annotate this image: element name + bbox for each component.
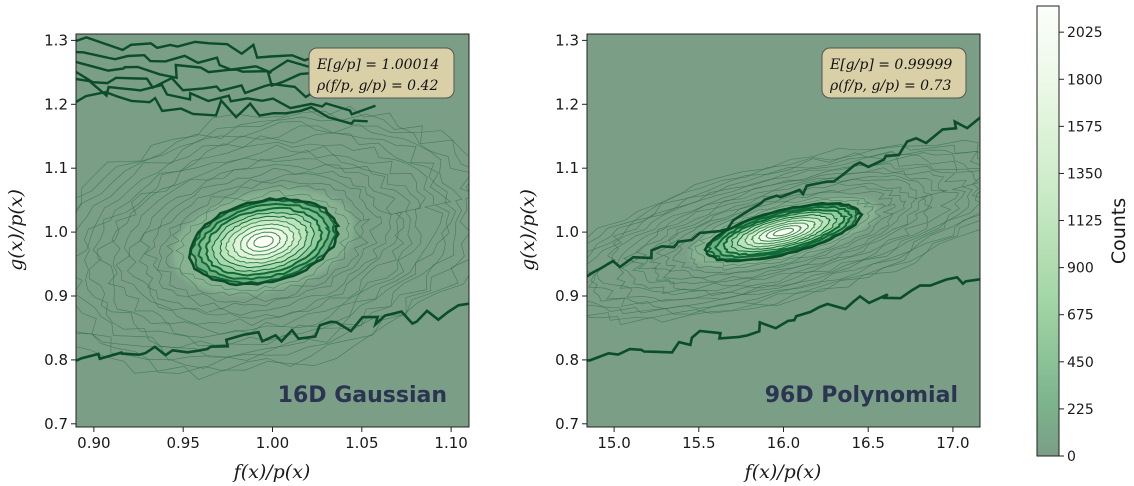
lower-boundary-contour — [587, 275, 980, 362]
colorbar-tick-label: 1575 — [1067, 119, 1103, 135]
colorbar-tick-label: 900 — [1067, 261, 1094, 277]
y-tick-label: 1.1 — [44, 159, 68, 177]
thin-contour — [596, 162, 967, 302]
colorbar-tick-label: 0 — [1067, 449, 1076, 465]
x-tick-label: 1.10 — [434, 434, 467, 452]
density-contours — [76, 36, 469, 380]
x-tick-label: 1.00 — [256, 434, 289, 452]
thin-contour — [663, 185, 907, 279]
thin-contour — [76, 105, 469, 380]
y-tick-label: 0.8 — [44, 351, 68, 369]
thin-contour — [107, 149, 422, 335]
axis-ticks: 0.90 0.95 1.00 1.05 1.10 0.7 0.8 0.9 1.0 1.1 1.2 1.… — [44, 31, 468, 452]
colorbar-tick-label: 675 — [1067, 308, 1094, 324]
colorbar-tick-label: 1125 — [1067, 214, 1103, 230]
stats-box: E[g/p] = 1.00014 ρ(f/p, g/p) = 0.42 — [308, 47, 455, 99]
thin-contour — [165, 184, 363, 299]
x-tick-label: 0.90 — [77, 434, 110, 452]
y-tick-label: 0.9 — [555, 287, 579, 305]
stat-correlation: ρ(f/p, g/p) = 0.42 — [316, 78, 438, 94]
y-axis-label: g(x)/p(x) — [517, 189, 539, 271]
stats-box-frame — [821, 47, 967, 99]
thin-contour — [631, 175, 933, 290]
colorbar-gradient — [1036, 5, 1060, 457]
thin-contour — [96, 144, 427, 338]
thin-contour — [587, 149, 980, 315]
colorbar-tick-label: 450 — [1067, 355, 1094, 371]
y-tick-label: 1.3 — [44, 31, 68, 49]
colorbar: 0 225 450 675 900 1125 1350 1575 1800 2025 Counts — [1036, 5, 1130, 465]
thin-contour — [76, 121, 463, 361]
thin-contour — [156, 179, 371, 303]
colorbar-tick-label: 225 — [1067, 402, 1094, 418]
thin-contour — [144, 173, 383, 310]
thin-contour — [637, 178, 928, 285]
thin-contour — [84, 132, 452, 349]
y-tick-label: 0.7 — [555, 415, 579, 433]
x-tick-label: 15.5 — [682, 434, 715, 452]
axis-ticks: 15.0 15.5 16.0 16.5 17.0 0.7 0.8 0.9 1.0 1.1 1.2 1.… — [555, 31, 969, 452]
upper-boundary-contour — [587, 116, 980, 278]
x-tick-label: 16.0 — [767, 434, 800, 452]
thin-contour — [587, 139, 980, 326]
thin-contour — [76, 116, 469, 369]
x-axis-label: f(x)/p(x) — [743, 461, 822, 483]
thin-contour — [89, 141, 444, 346]
panel-polynomial: 15.0 15.5 16.0 16.5 17.0 0.7 0.8 0.9 1.0 1.1 1.2 1.… — [517, 31, 981, 483]
outer-bold-contour — [703, 201, 864, 263]
stat-correlation: ρ(f/p, g/p) = 0.73 — [829, 78, 951, 94]
thin-contour — [621, 170, 948, 294]
stats-box-frame — [308, 47, 455, 99]
panel-annotation: 96D Polynomial — [765, 383, 958, 408]
upper-boundary-contour — [76, 90, 368, 126]
stats-box: E[g/p] = 0.99999 ρ(f/p, g/p) = 0.73 — [821, 47, 967, 99]
outer-bold-contour — [187, 196, 341, 287]
colorbar-tick-label: 1800 — [1067, 72, 1103, 88]
thin-contour — [672, 190, 896, 274]
upper-boundary-contour — [76, 77, 376, 116]
y-tick-label: 1.0 — [44, 223, 68, 241]
y-tick-label: 0.8 — [555, 351, 579, 369]
thin-contour — [175, 190, 350, 292]
density-contours — [587, 116, 980, 362]
thin-contour — [687, 196, 887, 271]
x-tick-label: 15.0 — [597, 434, 630, 452]
panel-annotation: 16D Gaussian — [278, 383, 447, 408]
y-tick-label: 1.1 — [555, 159, 579, 177]
thin-contour — [126, 164, 403, 319]
thin-contour — [616, 167, 959, 296]
x-axis-label: f(x)/p(x) — [232, 461, 311, 483]
y-tick-label: 1.0 — [555, 223, 579, 241]
y-tick-label: 1.2 — [44, 95, 68, 113]
colorbar-ticks: 0 225 450 675 900 1125 1350 1575 1800 2025 — [1059, 25, 1103, 465]
thin-contour — [138, 167, 393, 316]
x-tick-label: 1.05 — [345, 434, 378, 452]
y-tick-label: 0.9 — [44, 287, 68, 305]
thin-contour — [76, 110, 469, 374]
y-tick-label: 1.3 — [555, 31, 579, 49]
colorbar-tick-label: 2025 — [1067, 25, 1103, 41]
thin-contour — [649, 182, 917, 282]
density-contour — [772, 227, 795, 237]
x-tick-label: 0.95 — [166, 434, 199, 452]
colorbar-label: Counts — [1108, 198, 1130, 264]
x-tick-label: 17.0 — [936, 434, 969, 452]
colorbar-tick-label: 1350 — [1067, 166, 1103, 182]
lower-boundary-contour — [76, 302, 469, 363]
y-tick-label: 1.2 — [555, 95, 579, 113]
density-contour — [253, 235, 274, 248]
thin-contour — [694, 199, 875, 267]
stat-mean: E[g/p] = 0.99999 — [829, 57, 952, 73]
thin-contour — [587, 144, 980, 321]
panel-gaussian: 0.90 0.95 1.00 1.05 1.10 0.7 0.8 0.9 1.0 1.1 1.2 1.… — [5, 31, 470, 483]
thin-contour — [587, 150, 980, 314]
y-axis-label: g(x)/p(x) — [5, 189, 27, 271]
stat-mean: E[g/p] = 1.00014 — [316, 57, 439, 73]
y-tick-label: 0.7 — [44, 415, 68, 433]
x-tick-label: 16.5 — [851, 434, 884, 452]
